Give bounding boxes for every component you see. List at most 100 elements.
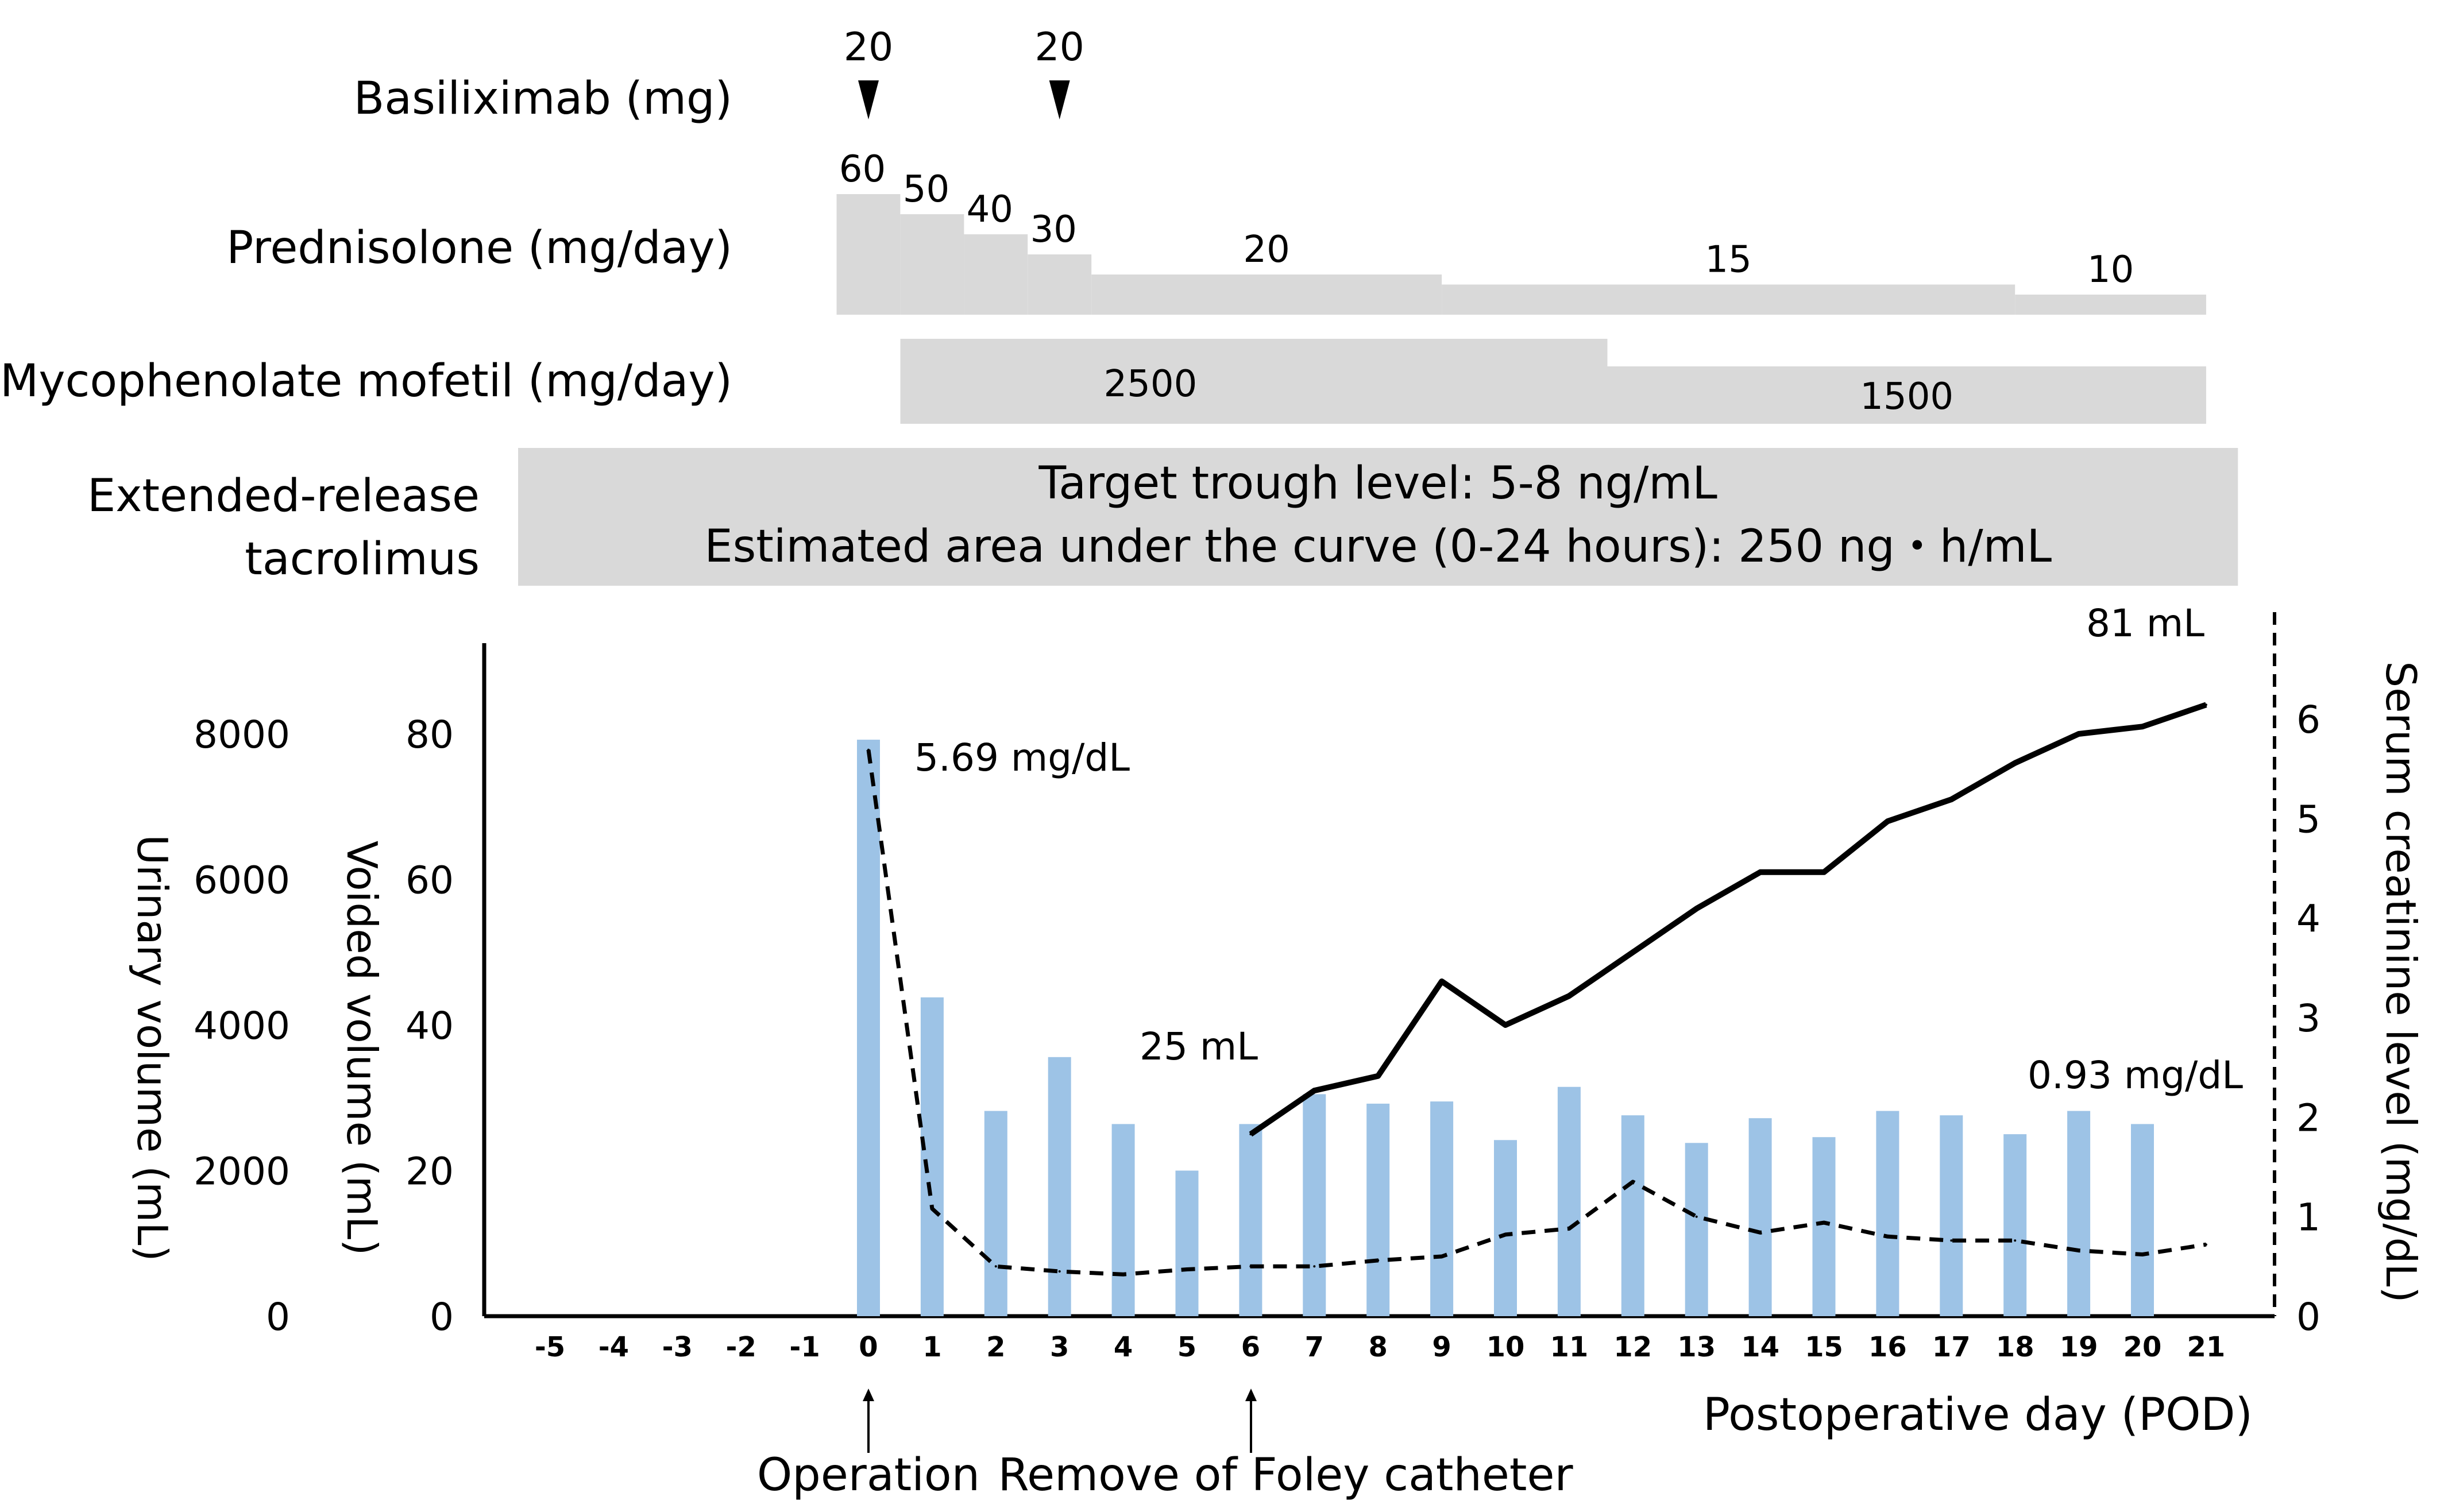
prednisolone-dose-label: 10 [2087, 249, 2134, 291]
creatinine-tick-label: 5 [2296, 797, 2320, 841]
voided-end-label: 81 mL [2086, 601, 2204, 645]
prednisolone-dose-label: 15 [1705, 239, 1751, 281]
x-tick-label: 14 [1741, 1331, 1779, 1363]
urinary-tick-label: 6000 [194, 859, 290, 903]
prednisolone-step-30 [1028, 254, 1092, 315]
x-tick-label: 4 [1114, 1331, 1133, 1363]
prednisolone-dose-label: 60 [839, 148, 886, 191]
voided-tick-label: 0 [430, 1295, 454, 1339]
urinary-bar-pod-16 [1876, 1111, 1899, 1316]
creatinine-start-label: 5.69 mg/dL [914, 736, 1130, 780]
creatinine-line [866, 749, 2207, 1277]
urinary-tick-label: 8000 [194, 713, 290, 757]
prednisolone-label: Prednisolone (mg/day) [226, 222, 732, 274]
urinary-bar-pod-10 [1494, 1140, 1517, 1316]
prednisolone-dose-label: 20 [1243, 229, 1289, 271]
urinary-bar-pod-19 [2067, 1111, 2091, 1316]
voided-volume-line [1249, 702, 2207, 1137]
urinary-axis-title: Urinary volume (mL) [128, 834, 176, 1261]
voided-tick-label: 80 [406, 713, 454, 757]
foley-marker-arrowhead [1245, 1389, 1257, 1401]
mycophenolate-dose-label: 1500 [1860, 376, 1953, 418]
urinary-bar-pod-18 [2003, 1134, 2027, 1316]
creatinine-line-point-pod-7 [1313, 1265, 1316, 1268]
data-lines [866, 702, 2207, 1277]
creatinine-line-point-pod-4 [1122, 1273, 1125, 1276]
urinary-bar-pod-17 [1940, 1115, 1963, 1316]
creatinine-line-point-pod-20 [2141, 1253, 2144, 1256]
basiliximab-dose-arrow [858, 80, 879, 119]
prednisolone-step-20 [1091, 274, 1442, 315]
x-tick-label: 10 [1486, 1331, 1525, 1363]
x-tick-label: 5 [1177, 1331, 1196, 1363]
creatinine-tick-label: 3 [2296, 996, 2320, 1041]
voided-volume-line-point-pod-19 [2078, 733, 2080, 735]
operation-marker-arrowhead [863, 1389, 874, 1401]
creatinine-line-point-pod-1 [930, 1207, 933, 1210]
creatinine-line-point-pod-11 [1567, 1227, 1570, 1230]
basiliximab-dose-label: 20 [1034, 25, 1084, 70]
creatinine-line-point-pod-8 [1377, 1259, 1380, 1262]
x-axis-title: Postoperative day (POD) [1703, 1389, 2253, 1441]
prednisolone-step-15 [1442, 284, 2015, 315]
creatinine-tick-label: 6 [2296, 698, 2320, 742]
voided-volume-line-point-pod-13 [1695, 907, 1698, 910]
creatinine-line-point-pod-9 [1441, 1255, 1443, 1258]
urinary-bar-pod-15 [1812, 1137, 1836, 1316]
creatinine-axis-title: Serum creatinine level (mg/dL) [2377, 661, 2425, 1302]
creatinine-line-point-pod-12 [1631, 1181, 1634, 1183]
voided-volume-line-point-pod-11 [1567, 995, 1570, 997]
foley-label: Remove of Foley catheter [998, 1449, 1573, 1501]
x-tick-label: 17 [1932, 1331, 1971, 1363]
voided-volume-line-point-pod-15 [1823, 871, 1825, 873]
prednisolone-dose-label: 30 [1030, 208, 1077, 251]
voided-volume-line-point-pod-10 [1504, 1024, 1507, 1026]
urinary-bar-pod-7 [1303, 1094, 1326, 1316]
creatinine-line-point-pod-2 [994, 1265, 997, 1268]
basiliximab-label: Basiliximab (mg) [354, 73, 732, 125]
urinary-bar-pod-5 [1175, 1170, 1199, 1316]
creatinine-line-point-pod-6 [1249, 1265, 1252, 1268]
urinary-tick-label: 2000 [194, 1150, 290, 1194]
x-tick-label: 9 [1432, 1331, 1451, 1363]
mycophenolate-label: Mycophenolate mofetil (mg/day) [0, 355, 732, 407]
voided-tick-label: 20 [406, 1150, 454, 1194]
voided-volume-line-point-pod-7 [1313, 1089, 1316, 1092]
voided-start-label: 25 mL [1140, 1024, 1258, 1069]
x-tick-label: -4 [599, 1331, 629, 1363]
voided-tick-label: 60 [406, 859, 454, 903]
voided-volume-line-point-pod-9 [1441, 980, 1443, 983]
tacrolimus-label-line2: tacrolimus [245, 533, 480, 585]
tacrolimus-label-line1: Extended-release [87, 470, 480, 522]
creatinine-line-point-pod-19 [2078, 1249, 2080, 1252]
x-tick-label: 20 [2123, 1331, 2162, 1363]
urinary-bar-pod-3 [1048, 1057, 1071, 1316]
voided-volume-line-point-pod-6 [1249, 1133, 1252, 1136]
urinary-bar-pod-12 [1621, 1115, 1644, 1316]
prednisolone-step-60 [836, 194, 901, 315]
x-tick-label: 7 [1305, 1331, 1324, 1363]
urinary-bar-pod-1 [920, 997, 944, 1316]
x-tick-label: 0 [859, 1331, 878, 1363]
prednisolone-step-50 [900, 214, 964, 315]
creatinine-tick-label: 4 [2296, 897, 2320, 941]
x-tick-label: 19 [2060, 1331, 2098, 1363]
creatinine-line-point-pod-17 [1950, 1239, 1953, 1242]
basiliximab-dose-arrow [1049, 80, 1070, 119]
urinary-tick-label: 0 [266, 1295, 290, 1339]
voided-tick-label: 40 [406, 1004, 454, 1048]
creatinine-line-point-pod-0 [867, 748, 870, 751]
creatinine-line-point-pod-21 [2204, 1243, 2207, 1246]
creatinine-line-point-pod-18 [2014, 1239, 2017, 1242]
x-tick-label: 6 [1241, 1331, 1260, 1363]
urinary-bar-pod-9 [1430, 1101, 1454, 1316]
urinary-bar-pod-20 [2131, 1124, 2154, 1316]
voided-volume-line-point-pod-12 [1631, 951, 1634, 954]
creatinine-tick-label: 2 [2296, 1096, 2320, 1140]
creatinine-tick-label: 0 [2296, 1295, 2320, 1339]
urinary-bar-pod-0 [857, 740, 880, 1316]
urinary-bar-pod-2 [984, 1111, 1007, 1316]
prednisolone-dose-label: 40 [967, 188, 1013, 231]
urinary-bar-pod-8 [1366, 1103, 1390, 1316]
voided-axis-title: Voided volume (mL) [338, 841, 386, 1255]
